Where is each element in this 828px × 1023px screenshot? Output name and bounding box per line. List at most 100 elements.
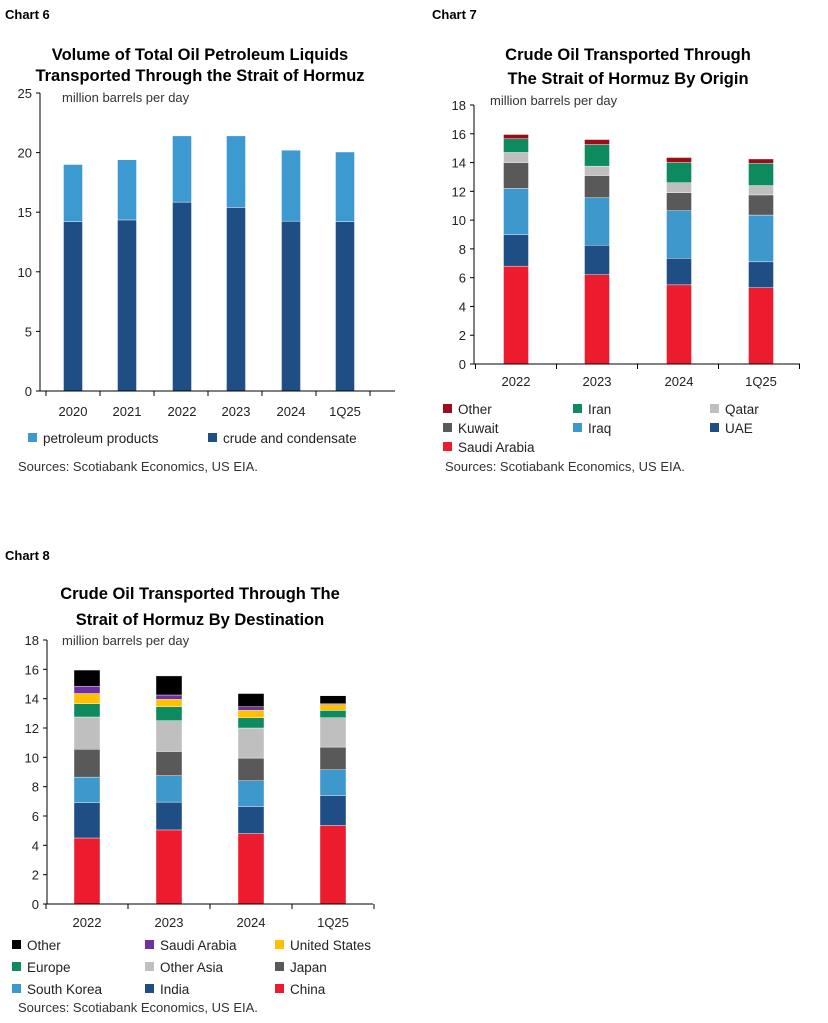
source-note: Sources: Scotiabank Economics, US EIA.	[445, 459, 685, 474]
bar-segment-united-states-1Q25	[319, 704, 347, 711]
y-tick-label: 25	[18, 86, 32, 101]
bar-segment-saudi-arabia-2023	[584, 274, 610, 365]
legend-swatch	[275, 940, 284, 949]
bar-segment-europe-2023	[155, 706, 183, 721]
legend-label: Qatar	[725, 402, 759, 417]
legend-item-other: Other	[12, 938, 61, 953]
x-tick-label: 2022	[502, 374, 531, 389]
legend-item-qatar: Qatar	[710, 402, 759, 417]
legend-label: Iraq	[588, 421, 611, 436]
x-tick-label: 2024	[277, 404, 306, 419]
bar-segment-uae-2023	[584, 245, 610, 275]
bar-segment-petroleum-products-2020	[63, 164, 83, 222]
bar-segment-united-states-2024	[237, 710, 265, 718]
legend-swatch	[443, 423, 452, 432]
bar-segment-iraq-2023	[584, 197, 610, 246]
legend-swatch	[145, 962, 154, 971]
bar-segment-japan-2024	[237, 757, 265, 781]
bar-segment-saudi-arabia-2024	[666, 284, 692, 365]
x-tick-label: 2021	[113, 404, 142, 419]
legend-label: India	[160, 982, 190, 997]
bar-segment-kuwait-2023	[584, 175, 610, 199]
legend-item-other: Other	[443, 402, 492, 417]
legend-swatch	[275, 962, 284, 971]
bar-segment-china-2023	[155, 829, 183, 905]
legend-item-uae: UAE	[710, 421, 753, 436]
x-tick-label: 2023	[155, 915, 184, 930]
chart-7: Chart 7 Crude Oil Transported Through The …	[432, 7, 800, 474]
bar-segment-other-asia-1Q25	[319, 717, 347, 748]
x-tick-label: 2020	[59, 404, 88, 419]
bar-segment-petroleum-products-2021	[117, 159, 137, 221]
y-tick-label: 10	[18, 265, 32, 280]
chart-title-line: Crude Oil Transported Through The	[60, 585, 340, 603]
legend-label: Other	[27, 938, 61, 953]
legend-swatch	[710, 423, 719, 432]
legend-item-united-states: United States	[275, 938, 371, 953]
legend-label: South Korea	[27, 982, 103, 997]
bar-segment-other-asia-2022	[73, 716, 101, 750]
y-axis-unit-label: million barrels per day	[62, 90, 190, 105]
bar-segment-india-1Q25	[319, 795, 347, 826]
bar-segment-china-2022	[73, 837, 101, 905]
legend-label: Japan	[290, 960, 327, 975]
legend-swatch	[28, 433, 37, 442]
bar-segment-india-2023	[155, 801, 183, 831]
x-tick-label: 1Q25	[317, 915, 349, 930]
bar-segment-united-states-2023	[155, 699, 183, 707]
chart-label: Chart 8	[5, 548, 50, 563]
legend-swatch	[208, 433, 217, 442]
bar-segment-iran-1Q25	[748, 163, 774, 186]
legend-swatch	[710, 404, 719, 413]
bar-segment-other-asia-2023	[155, 720, 183, 752]
bar-segment-iraq-2024	[666, 210, 692, 259]
bar-segment-kuwait-1Q25	[748, 194, 774, 216]
bar-segment-uae-2022	[503, 234, 529, 267]
bar-segment-kuwait-2022	[503, 162, 529, 189]
y-tick-label: 6	[459, 271, 466, 286]
x-tick-label: 2023	[583, 374, 612, 389]
x-tick-label: 2024	[237, 915, 266, 930]
bar-segment-petroleum-products-1Q25	[335, 151, 355, 222]
chart-label: Chart 7	[432, 7, 477, 22]
bar-segment-other-2023	[584, 139, 610, 145]
legend-label: China	[290, 982, 326, 997]
bar-segment-japan-1Q25	[319, 746, 347, 770]
bar-segment-china-1Q25	[319, 825, 347, 905]
legend-item-crude-and-condensate: crude and condensate	[208, 431, 357, 446]
bar-segment-europe-2022	[73, 703, 101, 718]
y-tick-label: 16	[452, 127, 466, 142]
y-tick-label: 0	[459, 357, 466, 372]
bar-segment-uae-2024	[666, 258, 692, 286]
legend-swatch	[443, 404, 452, 413]
y-tick-label: 8	[32, 780, 39, 795]
bar-segment-other-2022	[503, 134, 529, 140]
bar-segment-crude-and-condensate-1Q25	[335, 221, 355, 392]
bar-segment-europe-2024	[237, 717, 265, 729]
bar-segment-saudi-arabia-2022	[73, 686, 101, 694]
x-tick-label: 2024	[665, 374, 694, 389]
legend-item-other-asia: Other Asia	[145, 960, 224, 975]
bar-segment-saudi-arabia-2023	[155, 694, 183, 700]
bar-segment-india-2022	[73, 802, 101, 839]
x-tick-label: 1Q25	[745, 374, 777, 389]
bar-segment-crude-and-condensate-2024	[281, 220, 301, 392]
y-tick-label: 12	[452, 184, 466, 199]
y-tick-label: 4	[32, 838, 39, 853]
bar-segment-other-asia-2024	[237, 727, 265, 759]
y-tick-label: 2	[32, 868, 39, 883]
legend-swatch	[443, 442, 452, 451]
y-tick-label: 15	[18, 205, 32, 220]
chart-title-line: Strait of Hormuz By Destination	[76, 611, 324, 629]
bar-segment-qatar-2022	[503, 152, 529, 163]
bar-segment-saudi-arabia-1Q25	[748, 287, 774, 365]
legend-swatch	[573, 423, 582, 432]
legend-item-japan: Japan	[275, 960, 327, 975]
legend-label: crude and condensate	[223, 431, 357, 446]
bar-segment-other-2024	[666, 157, 692, 163]
y-tick-label: 10	[25, 750, 39, 765]
y-tick-label: 8	[459, 242, 466, 257]
bar-segment-qatar-2023	[584, 165, 610, 176]
chart-title-line: Crude Oil Transported Through	[505, 46, 751, 64]
bar-segment-other-2022	[73, 669, 101, 687]
